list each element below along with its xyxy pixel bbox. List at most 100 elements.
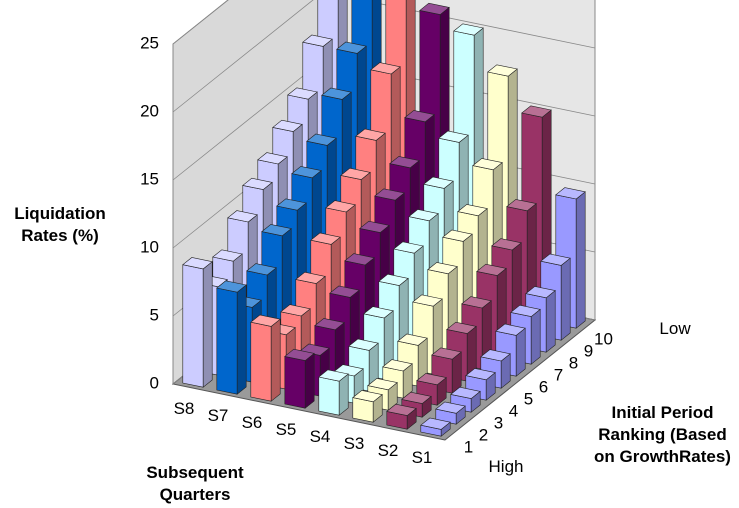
bar-top bbox=[276, 198, 307, 211]
bar-top bbox=[393, 241, 424, 254]
z-high-label: High bbox=[488, 457, 524, 476]
bar-top bbox=[386, 403, 417, 416]
bar-top bbox=[272, 119, 303, 132]
bar-top bbox=[340, 167, 371, 180]
bar-top bbox=[216, 280, 247, 293]
bar-top bbox=[476, 263, 507, 276]
bar bbox=[250, 314, 281, 402]
bar-top bbox=[457, 204, 488, 217]
z-tick-label: 5 bbox=[524, 389, 533, 408]
bar-top bbox=[412, 294, 443, 307]
bar-top bbox=[521, 105, 552, 118]
bar-top bbox=[461, 296, 492, 309]
bar-top bbox=[453, 23, 484, 36]
bar-top bbox=[250, 314, 281, 327]
bar-top bbox=[442, 229, 473, 242]
bar-top bbox=[472, 158, 503, 171]
bar-top bbox=[401, 391, 432, 404]
z-axis-label: Initial Period Ranking (Based on GrowthR… bbox=[594, 403, 731, 466]
bar-top bbox=[408, 209, 439, 222]
x-axis-label: Subsequent Quarters bbox=[146, 463, 244, 504]
bar-top bbox=[480, 349, 511, 362]
bar-top bbox=[302, 34, 333, 47]
bar-top bbox=[370, 62, 401, 75]
bar-top bbox=[325, 200, 356, 213]
bar-top bbox=[491, 238, 522, 251]
bar-side bbox=[560, 257, 571, 341]
bar bbox=[284, 348, 315, 409]
y-axis-label: Liquidation Rates (%) bbox=[14, 204, 106, 245]
bar-top bbox=[321, 87, 352, 100]
y-tick-label: 20 bbox=[140, 101, 159, 120]
z-tick-label: 1 bbox=[464, 437, 473, 456]
bar-top bbox=[212, 249, 243, 262]
bar-top bbox=[446, 321, 477, 334]
bar-top bbox=[344, 253, 375, 266]
bar-top bbox=[465, 368, 496, 381]
bar-side bbox=[515, 327, 526, 377]
bar-face bbox=[182, 264, 204, 388]
bar-top bbox=[495, 323, 526, 336]
bar-top bbox=[438, 130, 469, 143]
bar bbox=[318, 369, 349, 416]
bar bbox=[182, 257, 213, 388]
bar-side bbox=[545, 289, 556, 353]
bar bbox=[386, 403, 417, 430]
y-tick-label: 10 bbox=[140, 237, 159, 256]
bar-top bbox=[295, 271, 326, 284]
bar-top bbox=[352, 390, 383, 403]
x-tick-label: S8 bbox=[174, 399, 195, 418]
bar-top bbox=[246, 263, 277, 276]
bar-top bbox=[378, 273, 409, 286]
bar-top bbox=[242, 177, 273, 190]
y-tick-label: 25 bbox=[140, 33, 159, 52]
x-tick-label: S2 bbox=[378, 441, 399, 460]
bar-top bbox=[287, 87, 318, 100]
bar-top bbox=[435, 401, 466, 414]
x-tick-label: S3 bbox=[344, 434, 365, 453]
bar bbox=[431, 347, 462, 394]
z-tick-label: 7 bbox=[554, 365, 563, 384]
bar-top bbox=[397, 333, 428, 346]
bar-top bbox=[389, 156, 420, 169]
bar-top bbox=[416, 373, 447, 386]
bar bbox=[420, 417, 451, 437]
z-tick-label: 3 bbox=[494, 413, 503, 432]
bar-top bbox=[427, 262, 458, 275]
bar-top bbox=[336, 41, 367, 54]
bar-top bbox=[329, 285, 360, 298]
bar-top bbox=[367, 378, 398, 391]
bar-top bbox=[382, 359, 413, 372]
bar-top bbox=[555, 187, 586, 200]
x-tick-label: S5 bbox=[276, 420, 297, 439]
bar-face bbox=[318, 376, 340, 416]
bar-top bbox=[314, 318, 345, 331]
bar-side bbox=[202, 261, 213, 388]
bar bbox=[367, 378, 398, 411]
z-tick-label: 6 bbox=[539, 377, 548, 396]
bar-top bbox=[359, 220, 390, 233]
bar-top bbox=[182, 257, 213, 270]
bar-side bbox=[270, 318, 281, 402]
bar-top bbox=[423, 176, 454, 189]
bar-top bbox=[284, 348, 315, 361]
y-tick-label: 15 bbox=[140, 169, 159, 188]
bar-top bbox=[431, 347, 462, 360]
x-tick-label: S7 bbox=[208, 406, 229, 425]
y-tick-label: 0 bbox=[150, 373, 159, 392]
bar-face bbox=[250, 321, 272, 402]
bar-top bbox=[506, 199, 537, 212]
bar-top bbox=[540, 253, 571, 266]
bar-top bbox=[227, 210, 258, 223]
z-tick-label: 9 bbox=[584, 341, 593, 360]
z-tick-label: 4 bbox=[509, 401, 518, 420]
bar bbox=[352, 390, 383, 423]
bar-top bbox=[374, 188, 405, 201]
bar-face bbox=[216, 287, 238, 395]
bar-top bbox=[348, 338, 379, 351]
bar-top bbox=[261, 224, 292, 237]
grid-line bbox=[172, 0, 596, 113]
bar bbox=[450, 386, 481, 413]
